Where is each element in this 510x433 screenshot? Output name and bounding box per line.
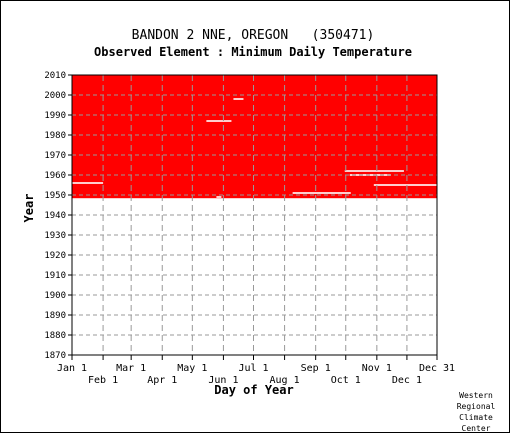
- y-tick-label: 1970: [44, 151, 66, 161]
- x-axis-label: Day of Year: [214, 383, 293, 397]
- x-tick-label: Dec 1: [392, 375, 422, 386]
- x-tick-label: Mar 1: [116, 363, 146, 374]
- x-tick-label: May 1: [177, 363, 207, 374]
- data-band: [72, 75, 437, 199]
- y-tick-label: 2010: [44, 71, 66, 81]
- x-tick-label: Apr 1: [147, 375, 177, 386]
- y-tick-label: 1960: [44, 171, 66, 181]
- credit-line: Regional: [457, 402, 496, 411]
- x-tick-label: Aug 1: [270, 375, 300, 386]
- y-tick-label: 1890: [44, 311, 66, 321]
- plot-area: 1870 1880 1890 1900 1910 1920 1930 1940 1950 1960…: [44, 71, 455, 386]
- missing-segment: [72, 198, 437, 200]
- y-tick-label: 1910: [44, 271, 66, 281]
- credit-line: Western: [459, 391, 493, 400]
- missing-segment: [344, 170, 404, 172]
- x-tick-label: Dec 31: [419, 363, 455, 374]
- y-tick-label: 1990: [44, 111, 66, 121]
- credit-line: Climate: [459, 413, 493, 422]
- x-tick-label: Jun 1: [208, 375, 238, 386]
- missing-segment: [206, 120, 232, 122]
- missing-segment: [216, 196, 222, 198]
- y-tick-label: 1880: [44, 331, 66, 341]
- chart-title: BANDON 2 NNE, OREGON (350471): [132, 28, 375, 43]
- missing-segment: [292, 192, 351, 194]
- x-tick-label: Sep 1: [301, 363, 331, 374]
- y-tick-label: 1870: [44, 351, 66, 361]
- missing-segment: [72, 182, 104, 184]
- x-tick-label: Feb 1: [88, 375, 118, 386]
- y-tick-label: 1940: [44, 211, 66, 221]
- y-tick-label: 1980: [44, 131, 66, 141]
- x-tick-label: Oct 1: [331, 375, 361, 386]
- y-tick-label: 2000: [44, 91, 66, 101]
- missing-segment: [349, 174, 391, 176]
- credit-block: Western Regional Climate Center: [457, 391, 496, 433]
- credit-line: Center: [462, 424, 491, 433]
- x-tick-label: Nov 1: [362, 363, 392, 374]
- y-tick-label: 1920: [44, 251, 66, 261]
- chart-subtitle: Observed Element : Minimum Daily Tempera…: [94, 45, 412, 59]
- y-tick-label: 1900: [44, 291, 66, 301]
- missing-segment: [373, 184, 437, 186]
- x-tick-label: Jul 1: [238, 363, 268, 374]
- y-axis-label: Year: [22, 194, 36, 223]
- y-tick-label: 1950: [44, 191, 66, 201]
- x-tick-label: Jan 1: [57, 363, 87, 374]
- y-tick-label: 1930: [44, 231, 66, 241]
- missing-segment: [233, 98, 244, 100]
